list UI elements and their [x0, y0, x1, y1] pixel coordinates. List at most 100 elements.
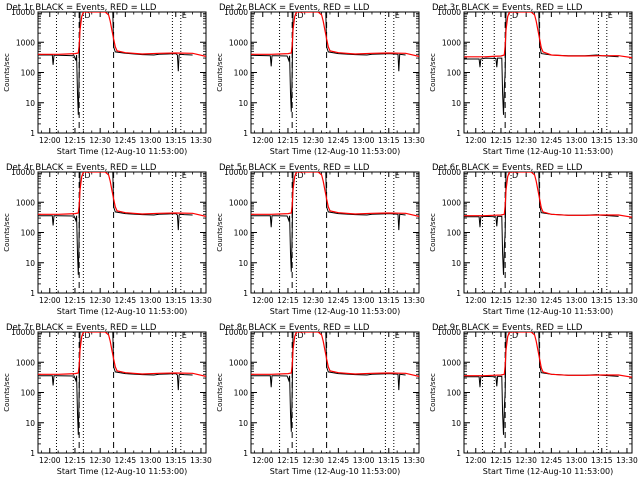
- marker-label: E: [608, 171, 613, 180]
- lld-series-line: [251, 332, 419, 377]
- events-series-line: [38, 172, 193, 275]
- events-series-line: [464, 12, 619, 115]
- data-area: [464, 172, 632, 275]
- x-tick-label: 13:30: [403, 136, 425, 145]
- x-tick-label: 13:00: [566, 296, 588, 305]
- x-axis-label: Start Time (12-Aug-10 11:53:00): [270, 467, 401, 476]
- chart-title: Det 5r BLACK = Events, RED = LLD: [219, 163, 370, 173]
- y-tick-label: 10000: [11, 328, 35, 337]
- y-tick-label: 1: [30, 449, 35, 458]
- x-tick-label: 13:30: [403, 456, 425, 465]
- chart-title: Det 8r BLACK = Events, RED = LLD: [219, 323, 370, 333]
- lld-series-line: [464, 12, 632, 59]
- y-tick-label: 10000: [437, 8, 461, 17]
- x-tick-label: 12:00: [39, 136, 61, 145]
- x-tick-label: 13:00: [140, 456, 162, 465]
- marker-label: D: [297, 11, 303, 20]
- data-area: [38, 12, 206, 115]
- x-tick-label: 13:00: [566, 456, 588, 465]
- events-series-line: [464, 172, 619, 275]
- x-tick-label: 12:45: [541, 136, 563, 145]
- x-axis-label: Start Time (12-Aug-10 11:53:00): [270, 147, 401, 156]
- data-area: [464, 332, 632, 435]
- chart-title: Det 7r BLACK = Events, RED = LLD: [6, 323, 157, 333]
- y-axis-label: Counts/sec: [216, 213, 224, 252]
- y-tick-label: 100: [21, 229, 36, 238]
- marker-label: D: [512, 11, 518, 20]
- y-tick-label: 100: [234, 229, 249, 238]
- y-tick-label: 1: [243, 129, 248, 138]
- lld-series-line: [38, 172, 206, 217]
- marker-label: E: [608, 11, 613, 20]
- y-tick-label: 1: [456, 129, 461, 138]
- x-tick-label: 12:00: [465, 296, 487, 305]
- y-tick-label: 1000: [442, 198, 461, 207]
- marker-label: D: [84, 331, 90, 340]
- x-tick-label: 13:15: [591, 136, 613, 145]
- chart-title: Det 2r BLACK = Events, RED = LLD: [219, 3, 370, 13]
- marker-label: D: [297, 331, 303, 340]
- y-tick-label: 1: [30, 129, 35, 138]
- chart-title: Det 3r BLACK = Events, RED = LLD: [432, 3, 583, 13]
- y-axis-label: Counts/sec: [429, 53, 437, 92]
- data-area: [251, 12, 419, 112]
- x-tick-label: 12:00: [39, 296, 61, 305]
- x-axis-label: Start Time (12-Aug-10 11:53:00): [57, 307, 188, 316]
- y-axis-label: Counts/sec: [3, 53, 11, 92]
- x-tick-label: 12:30: [515, 136, 537, 145]
- x-tick-label: 12:00: [39, 456, 61, 465]
- x-tick-label: 13:30: [190, 296, 212, 305]
- data-area: [38, 332, 206, 435]
- y-tick-label: 1: [456, 449, 461, 458]
- x-tick-label: 12:00: [252, 296, 274, 305]
- lld-series-line: [251, 172, 419, 217]
- y-axis-label: Counts/sec: [3, 213, 11, 252]
- x-tick-label: 13:30: [190, 456, 212, 465]
- y-tick-label: 10: [238, 259, 248, 268]
- marker-label: E: [395, 171, 400, 180]
- x-tick-label: 12:30: [302, 456, 324, 465]
- data-area: [251, 172, 419, 272]
- chart-title: Det 4r BLACK = Events, RED = LLD: [6, 163, 157, 173]
- x-tick-label: 12:30: [89, 136, 111, 145]
- y-tick-label: 10000: [224, 168, 248, 177]
- data-area: [38, 172, 206, 275]
- x-tick-label: 12:00: [252, 456, 274, 465]
- y-tick-label: 10000: [437, 328, 461, 337]
- y-tick-label: 1000: [229, 198, 248, 207]
- marker-label: D: [512, 171, 518, 180]
- x-tick-label: 12:30: [302, 296, 324, 305]
- y-tick-label: 1000: [442, 358, 461, 367]
- y-tick-label: 10000: [224, 8, 248, 17]
- y-tick-label: 100: [447, 229, 462, 238]
- x-tick-label: 13:00: [353, 136, 375, 145]
- x-tick-label: 13:15: [165, 456, 187, 465]
- x-tick-label: 12:45: [115, 456, 137, 465]
- y-tick-label: 10000: [11, 8, 35, 17]
- marker-label: D: [84, 171, 90, 180]
- x-tick-label: 12:45: [541, 296, 563, 305]
- x-axis-label: Start Time (12-Aug-10 11:53:00): [57, 147, 188, 156]
- y-tick-label: 100: [21, 389, 36, 398]
- x-tick-label: 13:00: [353, 296, 375, 305]
- y-tick-label: 10: [451, 99, 461, 108]
- x-tick-label: 13:15: [165, 296, 187, 305]
- x-tick-label: 12:45: [328, 296, 350, 305]
- x-axis-label: Start Time (12-Aug-10 11:53:00): [483, 147, 614, 156]
- y-axis-label: Counts/sec: [216, 373, 224, 412]
- x-tick-label: 12:00: [252, 136, 274, 145]
- x-tick-label: 13:00: [140, 136, 162, 145]
- x-axis-label: Start Time (12-Aug-10 11:53:00): [483, 467, 614, 476]
- y-tick-label: 10: [451, 419, 461, 428]
- x-tick-label: 13:30: [616, 296, 638, 305]
- y-axis-label: Counts/sec: [3, 373, 11, 412]
- x-tick-label: 13:15: [591, 456, 613, 465]
- y-tick-label: 10: [25, 419, 35, 428]
- events-series-line: [38, 332, 193, 435]
- panel-det-7: Det 7r BLACK = Events, RED = LLD Counts/s…: [3, 323, 212, 476]
- events-series-line: [251, 332, 406, 432]
- events-series-line: [251, 172, 406, 272]
- y-tick-label: 1000: [442, 38, 461, 47]
- lld-series-line: [251, 12, 419, 57]
